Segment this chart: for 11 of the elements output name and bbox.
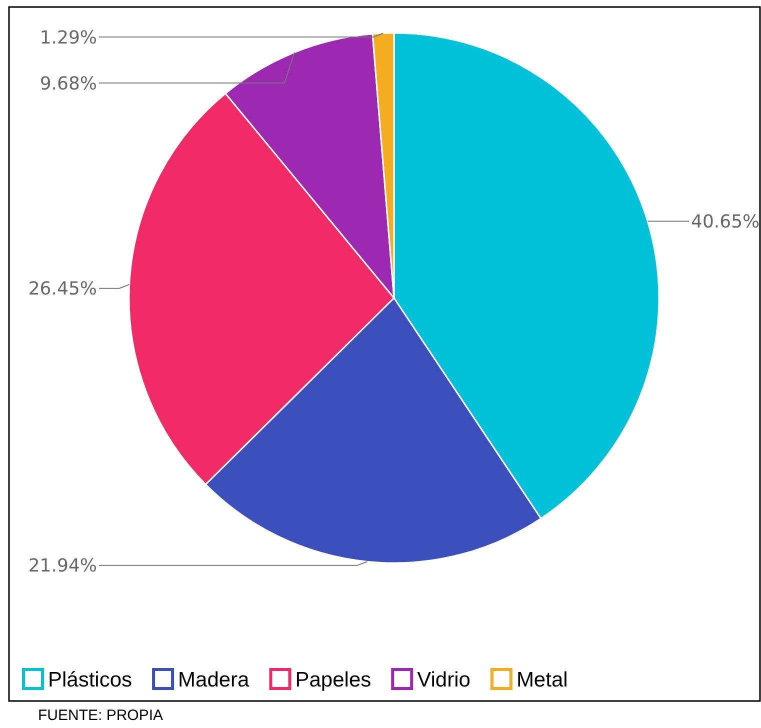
data-label: 1.29% [40, 27, 97, 48]
legend-label: Metal [516, 668, 568, 692]
data-label: 9.68% [40, 73, 97, 94]
data-label: 26.45% [28, 278, 97, 300]
legend-label: Madera [178, 668, 250, 692]
legend-label: Plásticos [48, 668, 132, 692]
source-note: FUENTE: PROPIA [38, 707, 164, 724]
data-label: 21.94% [28, 556, 97, 577]
legend-label: Papeles [295, 668, 372, 692]
data-label: 40.65% [691, 212, 760, 233]
legend-label: Vidrio [417, 668, 470, 692]
